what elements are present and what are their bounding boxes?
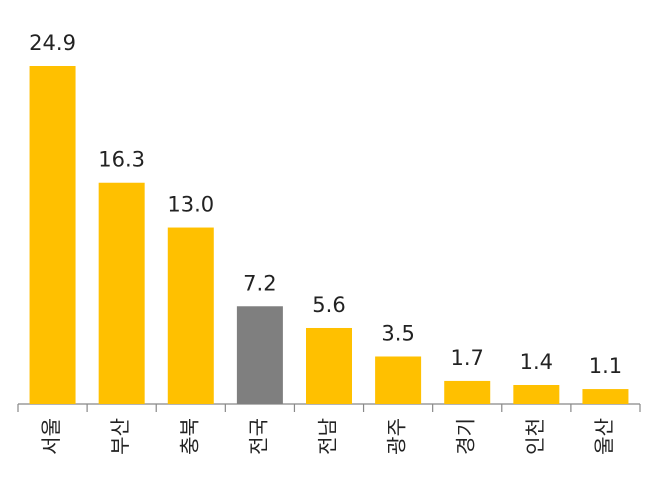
bar bbox=[98, 182, 145, 404]
bar bbox=[29, 66, 76, 404]
bar bbox=[236, 306, 283, 404]
x-tick-label: 전국 bbox=[246, 418, 270, 455]
x-tick-label: 부산 bbox=[108, 418, 132, 455]
bar bbox=[582, 389, 629, 404]
bar bbox=[375, 356, 422, 404]
value-label: 24.9 bbox=[29, 31, 76, 55]
value-label: 1.7 bbox=[451, 346, 484, 370]
value-label: 16.3 bbox=[98, 148, 145, 172]
x-tick-label: 서울 bbox=[39, 418, 63, 455]
value-label: 1.4 bbox=[520, 350, 553, 374]
bar bbox=[306, 327, 352, 404]
bar bbox=[167, 227, 214, 404]
x-tick-label: 경기 bbox=[454, 418, 478, 455]
bar bbox=[444, 380, 491, 404]
value-label: 1.1 bbox=[589, 354, 622, 378]
x-tick-label: 울산 bbox=[592, 418, 616, 455]
value-label: 13.0 bbox=[167, 193, 214, 217]
x-tick-label: 충북 bbox=[177, 418, 201, 455]
x-tick-label: 인천 bbox=[523, 418, 547, 455]
value-label: 3.5 bbox=[381, 321, 414, 345]
value-label: 5.6 bbox=[312, 293, 345, 317]
value-label: 7.2 bbox=[243, 271, 276, 295]
bar bbox=[513, 384, 560, 404]
x-tick-label: 광주 bbox=[385, 418, 409, 455]
x-tick-label: 전남 bbox=[316, 418, 340, 455]
